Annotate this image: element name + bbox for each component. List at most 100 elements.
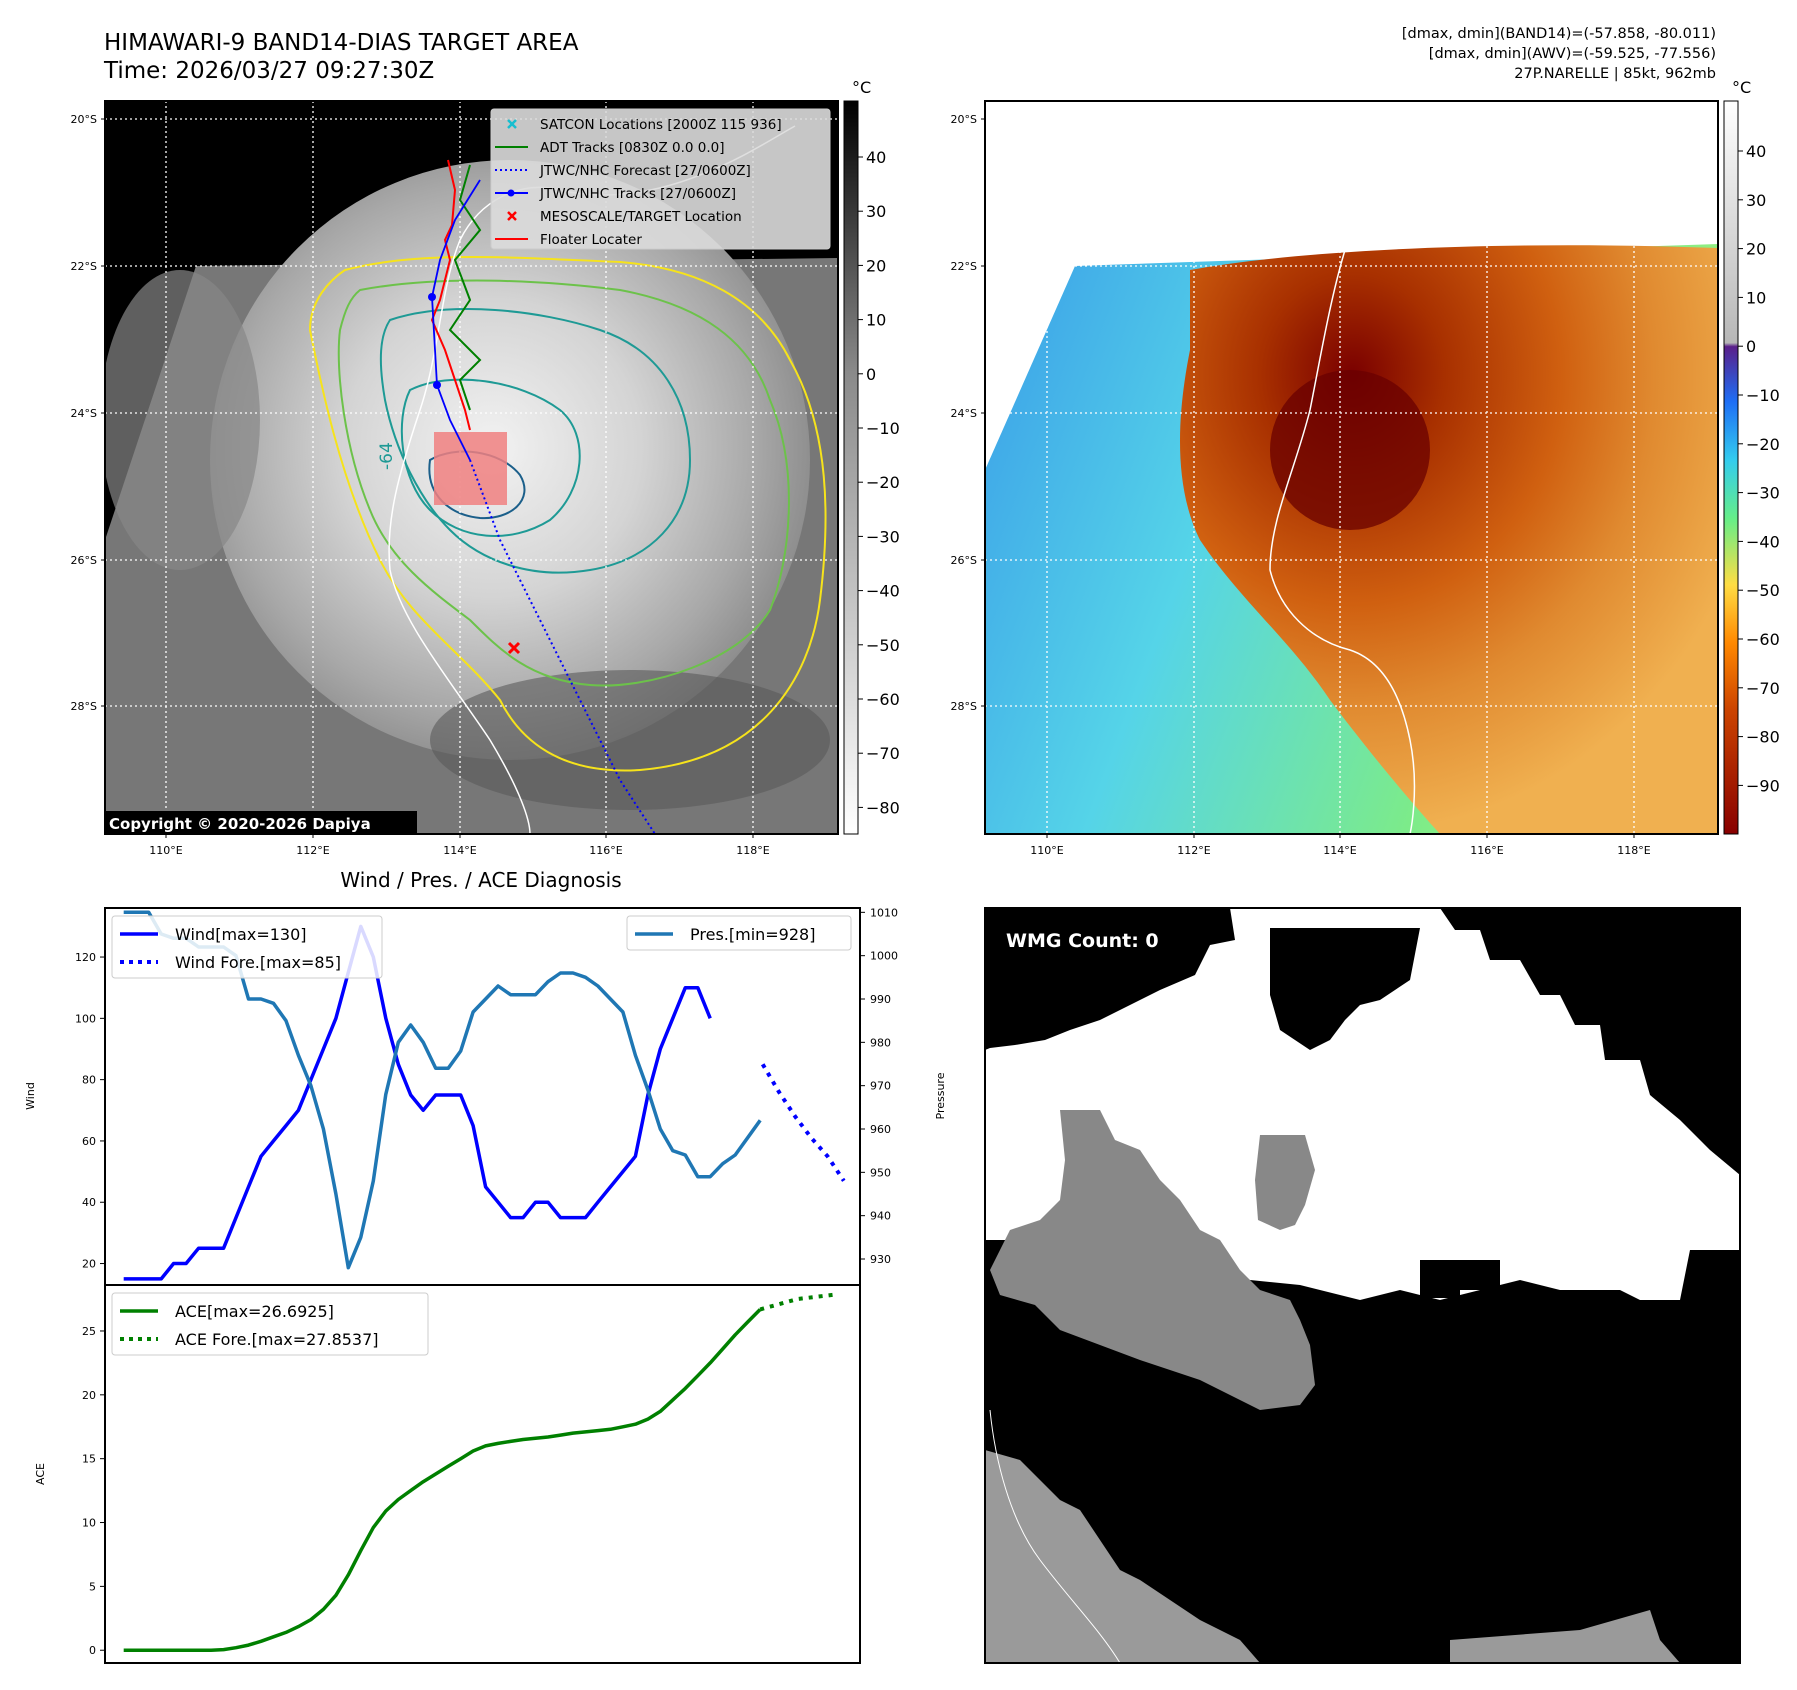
colorbar2-ticks: 40 30 20 10 0 −10 −20 −30 −40 −50 −60 −70 −80 −90	[1738, 142, 1780, 795]
colorbar-tick-label: 20	[1746, 240, 1766, 259]
colorbar-tick-label: −70	[1746, 679, 1780, 698]
chart-marks: 2040608010012093094095096097098099010001…	[75, 906, 898, 1657]
colorbar1-ticks: 40 30 20 10 0 −10 −20 −30 −40 −50 −60 −70 −80	[858, 148, 900, 817]
colorbar-tick-label: −30	[866, 527, 900, 546]
colorbar-tick-label: 40	[1746, 142, 1766, 161]
diagnosis-title: Wind / Pres. / ACE Diagnosis	[340, 868, 621, 892]
legend-label: Floater Locater	[540, 232, 642, 248]
map1-lat-label: 20°S	[71, 113, 97, 126]
wind-legend: Wind[max=130] Wind Fore.[max=85]	[111, 915, 383, 979]
wind-tick-label: 60	[82, 1135, 96, 1148]
colorbar-tick-label: −10	[866, 419, 900, 438]
map1-lat-label: 26°S	[71, 554, 97, 567]
map2-lat-label: 28°S	[951, 700, 977, 713]
target-area-box	[434, 432, 507, 505]
wind-tick-label: 100	[75, 1012, 96, 1025]
map2-latitude-labels: 20°S 22°S 24°S 26°S 28°S	[951, 113, 985, 713]
pressure-tick-label: 930	[870, 1253, 891, 1266]
pressure-tick-label: 1010	[870, 906, 898, 919]
pressure-tick-label: 940	[870, 1210, 891, 1223]
legend-wind: Wind[max=130]	[175, 925, 307, 944]
colorbar-tick-label: −80	[1746, 728, 1780, 747]
copyright: Copyright © 2020-2026 Dapiya	[109, 815, 371, 833]
info-line-1: [dmax, dmin](BAND14)=(-57.858, -80.011)	[1402, 26, 1716, 42]
colorbar-tick-label: 10	[866, 311, 886, 330]
ace-tick-label: 10	[82, 1517, 96, 1530]
wind-line	[123, 924, 712, 1281]
legend-pressure: Pres.[min=928]	[690, 925, 815, 944]
adt-track	[448, 164, 482, 411]
map2-lon-label: 110°E	[1030, 844, 1063, 857]
map2-lon-label: 112°E	[1177, 844, 1210, 857]
colorbar-tick-label: −40	[866, 582, 900, 601]
map1-lat-label: 24°S	[71, 407, 97, 420]
wind-tick-label: 80	[82, 1074, 96, 1087]
map2-lon-label: 118°E	[1617, 844, 1650, 857]
colorbar-tick-label: −40	[1746, 532, 1780, 551]
colorbar-tick-label: −30	[1746, 484, 1780, 503]
map2-lat-label: 22°S	[951, 260, 977, 273]
map2-lat-label: 26°S	[951, 554, 977, 567]
band14-map: -64 Copyright © 2020-2026 Dapiya SATCON …	[104, 100, 839, 835]
wind-tick-label: 120	[75, 951, 96, 964]
contour-label: -64	[377, 442, 397, 470]
map2-lon-label: 116°E	[1470, 844, 1503, 857]
colorbar-tick-label: 40	[866, 148, 886, 167]
coastline-2	[1269, 249, 1416, 834]
colorbar-tick-label: −60	[1746, 630, 1780, 649]
ace-tick-label: 5	[89, 1580, 96, 1593]
map1-lat-label: 22°S	[71, 260, 97, 273]
jtwc-forecast-track	[469, 459, 656, 834]
pressure-tick-label: 970	[870, 1080, 891, 1093]
contour-teal	[379, 308, 692, 574]
colorbar-tick-label: −60	[866, 690, 900, 709]
pressure-tick-label: 960	[870, 1123, 891, 1136]
colorbar-tick-label: −50	[1746, 581, 1780, 600]
map1-latitude-labels: 20°S 22°S 24°S 26°S 28°S	[71, 113, 105, 713]
wind-tick-label: 40	[82, 1196, 96, 1209]
ace-legend: ACE[max=26.6925] ACE Fore.[max=27.8537]	[111, 1292, 429, 1356]
map1-lon-label: 118°E	[736, 844, 769, 857]
colorbar-tick-label: −50	[866, 636, 900, 655]
contour-yellow	[308, 256, 827, 772]
ace-forecast-line	[759, 1292, 836, 1312]
legend-label: JTWC/NHC Forecast [27/0600Z]	[539, 163, 751, 179]
colorbar2-unit: °C	[1732, 78, 1751, 97]
pressure-tick-label: 1000	[870, 950, 898, 963]
map2-longitude-labels: 110°E 112°E 114°E 116°E 118°E	[1030, 834, 1651, 857]
title-line-1: HIMAWARI-9 BAND14-DIAS TARGET AREA	[104, 30, 579, 56]
map-legend: SATCON Locations [2000Z 115 936] ADT Trac…	[490, 108, 831, 250]
contour-green	[337, 279, 790, 687]
info-line-3: 27P.NARELLE | 85kt, 962mb	[1514, 66, 1716, 82]
legend-label: SATCON Locations [2000Z 115 936]	[540, 117, 782, 133]
colorbar-tick-label: 0	[866, 365, 876, 384]
ace-line	[123, 1308, 762, 1652]
legend-wind-forecast: Wind Fore.[max=85]	[175, 953, 341, 972]
colorbar-tick-label: 0	[1746, 337, 1756, 356]
ace-tick-label: 20	[82, 1389, 96, 1402]
ace-tick-label: 0	[89, 1644, 96, 1657]
colorbar-tick-label: −80	[866, 798, 900, 817]
map2-lat-label: 20°S	[951, 113, 977, 126]
wind-tick-label: 20	[82, 1258, 96, 1271]
wmg-panel: WMG Count: 0	[985, 908, 1740, 1663]
title-line-2: Time: 2026/03/27 09:27:30Z	[103, 58, 434, 84]
colorbar-tick-label: 30	[1746, 191, 1766, 210]
contour-teal-inner	[400, 378, 581, 537]
map2-lon-label: 114°E	[1323, 844, 1356, 857]
colorbar-tick-label: 30	[866, 202, 886, 221]
colorbar-tick-label: −20	[866, 473, 900, 492]
colorbar-tick-label: 20	[866, 256, 886, 275]
map1-lon-label: 112°E	[296, 844, 329, 857]
ace-axis-label: ACE	[34, 1463, 47, 1485]
legend-ace-forecast: ACE Fore.[max=27.8537]	[175, 1330, 379, 1349]
ace-tick-label: 15	[82, 1453, 96, 1466]
ace-tick-label: 25	[82, 1325, 96, 1338]
colorbar-tick-label: −90	[1746, 776, 1780, 795]
colorbar-tick-label: 10	[1746, 288, 1766, 307]
pressure-tick-label: 980	[870, 1036, 891, 1049]
pressure-tick-label: 990	[870, 993, 891, 1006]
colorbar-tick-label: −70	[866, 744, 900, 763]
info-line-2: [dmax, dmin](AWV)=(-59.525, -77.556)	[1429, 46, 1716, 62]
